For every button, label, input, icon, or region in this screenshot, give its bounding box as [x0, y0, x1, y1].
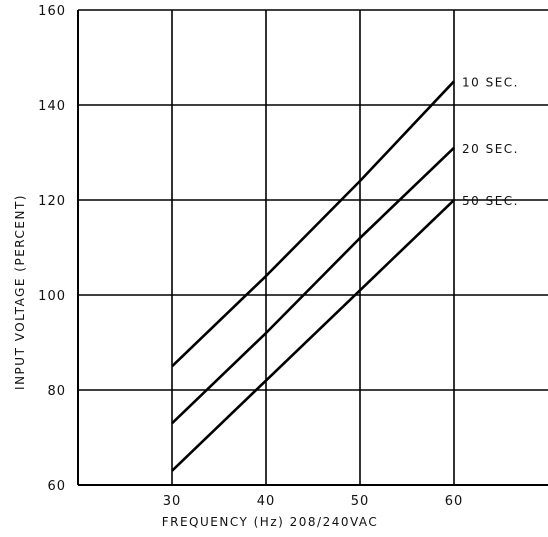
series-line-1	[171, 80, 455, 368]
x-tick-label-60: 60	[445, 494, 464, 509]
plot-frame	[77, 10, 548, 486]
x-axis-label: FREQUENCY (Hz) 208/240VAC	[162, 515, 379, 529]
y-axis-label: INPUT VOLTAGE (PERCENT)	[13, 194, 27, 390]
series-label-2: 20 SEC.	[462, 142, 519, 156]
y-tick-label-100: 100	[38, 289, 66, 304]
x-tick-label-40: 40	[257, 494, 276, 509]
x-tick-label-50: 50	[351, 494, 370, 509]
y-tick-label-120: 120	[38, 194, 66, 209]
series-line-2	[171, 146, 455, 425]
y-tick-labels: 60 80 100 120 140 160	[38, 4, 66, 494]
series-line-3	[171, 199, 455, 472]
x-tick-labels: 30 40 50 60	[163, 494, 464, 509]
y-tick-label-80: 80	[47, 384, 66, 399]
series-lines	[171, 80, 455, 472]
x-tick-label-30: 30	[163, 494, 182, 509]
y-tick-label-160: 160	[38, 4, 66, 19]
y-tick-label-140: 140	[38, 99, 66, 114]
series-label-3: 50 SEC.	[462, 194, 519, 208]
series-label-1: 10 SEC.	[462, 75, 519, 89]
y-tick-label-60: 60	[47, 479, 66, 494]
grid	[78, 9, 548, 485]
series-labels: 10 SEC. 20 SEC. 50 SEC.	[462, 75, 519, 208]
